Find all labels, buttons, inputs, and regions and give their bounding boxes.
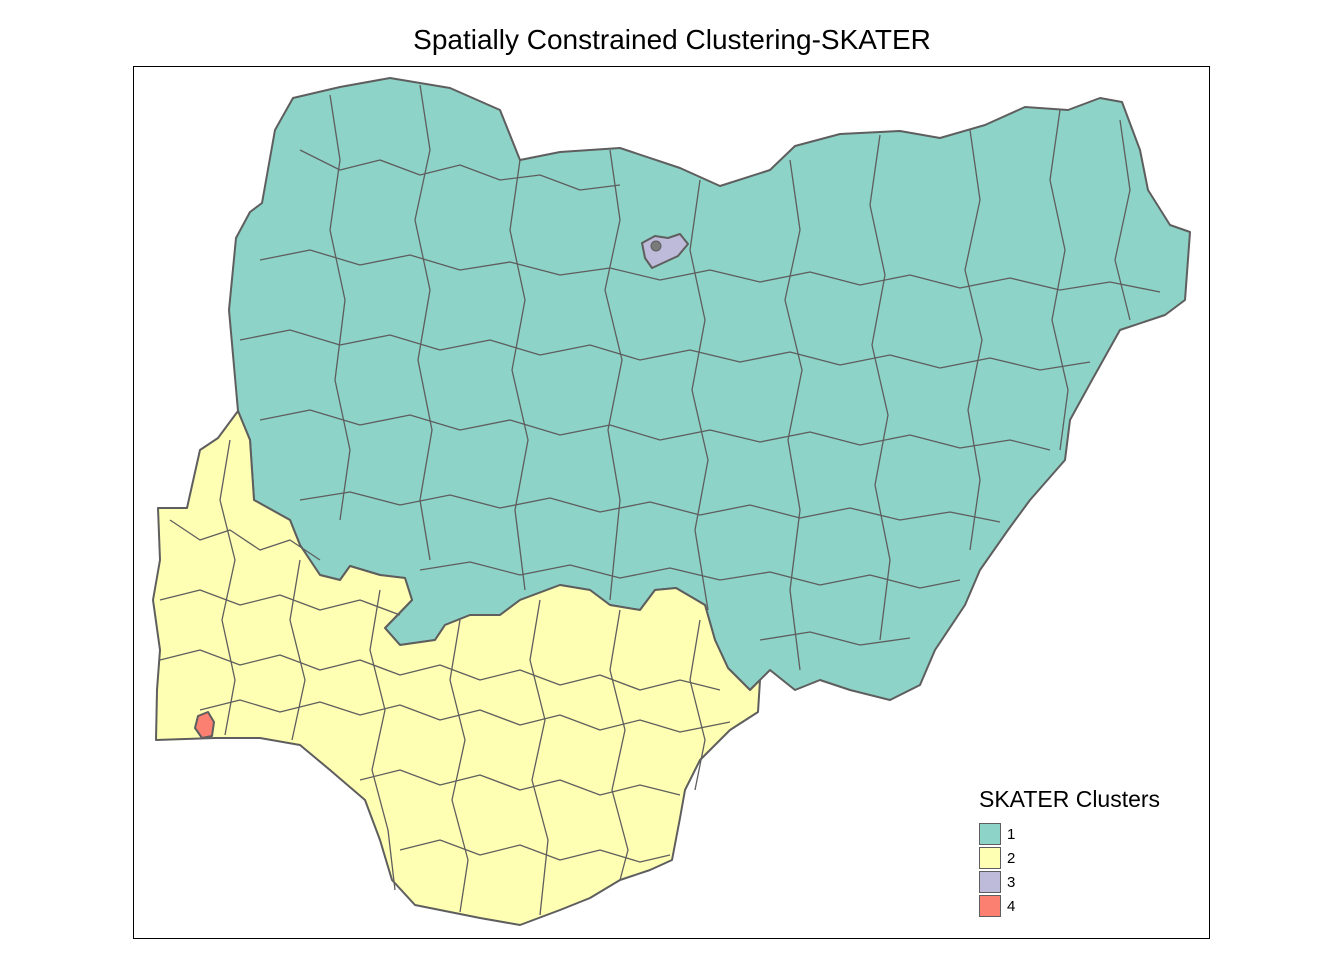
map-frame (133, 66, 1210, 939)
legend-title: SKATER Clusters (979, 786, 1161, 812)
legend-item-2: 2 (979, 846, 1160, 870)
legend-swatch-4 (979, 895, 1001, 917)
legend-swatch-2 (979, 847, 1001, 869)
legend-swatch-1 (979, 823, 1001, 845)
legend-item-3: 3 (979, 870, 1160, 894)
legend-item-4: 4 (979, 894, 1160, 918)
cluster-4-region (194, 711, 215, 739)
map-title: Spatially Constrained Clustering-SKATER (413, 24, 931, 55)
legend-label-1: 1 (1007, 825, 1016, 843)
lga-boundaries (159, 84, 1161, 916)
legend-label-2: 2 (1007, 849, 1016, 867)
legend-swatch-3 (979, 871, 1001, 893)
legend: SKATER Clusters 1 2 3 4 (979, 786, 1160, 918)
legend-label-3: 3 (1007, 873, 1016, 891)
legend-item-1: 1 (979, 822, 1160, 846)
legend-label-4: 4 (1007, 897, 1016, 915)
cluster-3-core (650, 240, 662, 252)
